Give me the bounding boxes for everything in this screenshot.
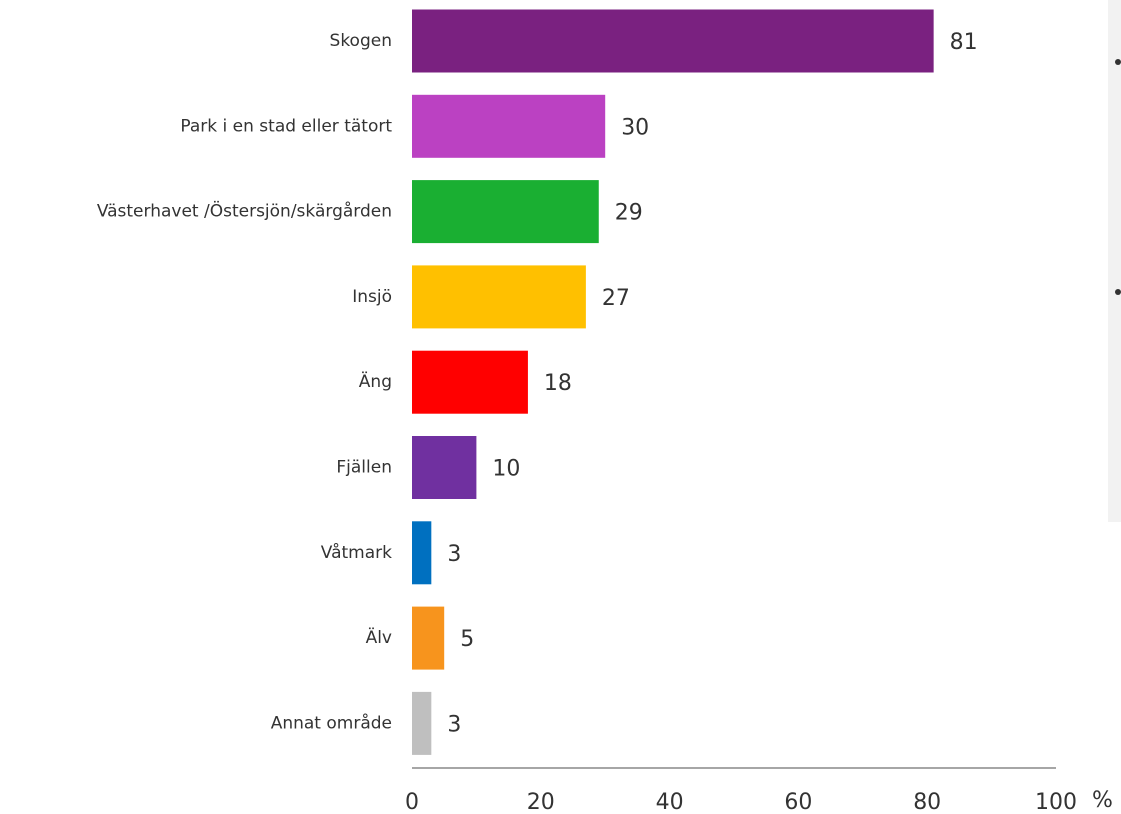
value-label: 5 <box>460 627 474 652</box>
y-tick-label: Älv <box>366 627 392 648</box>
value-label: 3 <box>447 712 461 737</box>
bar <box>412 265 586 329</box>
y-tick-label: Insjö <box>352 287 392 307</box>
y-tick-label: Skogen <box>330 31 392 51</box>
bar <box>412 9 934 73</box>
bar <box>412 94 606 158</box>
x-tick-label: 20 <box>527 790 555 814</box>
bullet <box>1115 289 1121 295</box>
value-label: 3 <box>447 542 461 567</box>
y-tick-label: Västerhavet /Östersjön/skärgården <box>97 200 392 222</box>
y-tick-label: Våtmark <box>321 542 392 563</box>
bullet <box>1115 59 1121 65</box>
value-label: 27 <box>602 286 630 311</box>
y-tick-label: Äng <box>359 371 392 392</box>
bar <box>412 521 432 585</box>
bar <box>412 606 445 670</box>
value-label: 29 <box>615 201 643 226</box>
bar <box>412 691 432 755</box>
value-label: 10 <box>492 457 520 482</box>
bar <box>412 436 477 499</box>
bar <box>412 350 528 414</box>
x-tick-label: 100 <box>1035 790 1077 814</box>
y-tick-label: Annat område <box>271 712 392 733</box>
x-tick-label: 60 <box>784 790 812 814</box>
y-tick-label: Fjällen <box>336 458 392 478</box>
bar <box>412 180 599 244</box>
x-tick-label: 40 <box>656 790 684 814</box>
x-axis-label: % <box>1092 788 1113 813</box>
side-panel <box>1108 0 1121 522</box>
x-tick-label: 80 <box>913 790 941 814</box>
y-tick-label: Park i en stad eller tätort <box>180 116 392 136</box>
value-label: 18 <box>544 371 572 396</box>
value-label: 81 <box>950 30 978 55</box>
value-label: 30 <box>621 115 649 140</box>
x-tick-label: 0 <box>405 790 419 814</box>
